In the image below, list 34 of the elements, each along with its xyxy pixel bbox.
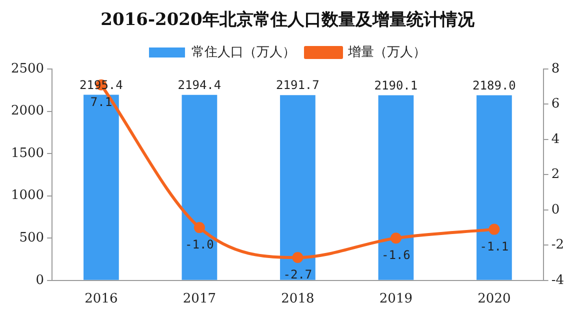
- chart-title: 2016-2020年北京常住人口数量及增量统计情况: [100, 9, 476, 31]
- point: [390, 232, 402, 244]
- x-tick-label: 2017: [182, 292, 216, 307]
- point: [292, 252, 304, 263]
- y-tick-label: 0: [36, 272, 44, 288]
- data-label: -1.0: [185, 238, 214, 252]
- y2-tick-label: 8: [551, 61, 560, 76]
- y-tick-label: 1500: [10, 146, 44, 161]
- y2-tick-label: -4: [551, 272, 564, 288]
- data-label: 2190.1: [374, 78, 418, 92]
- legend-label: 常住人口（万人）: [192, 44, 296, 60]
- y2-tick-label: 4: [551, 132, 560, 147]
- y-tick-label: 2000: [10, 104, 44, 119]
- data-label: 7.1: [90, 94, 112, 109]
- y2-tick-label: 0: [551, 202, 560, 218]
- data-label: -1.1: [480, 239, 509, 254]
- data-label: -1.6: [382, 248, 410, 262]
- y2-tick-label: 2: [551, 167, 560, 182]
- x-tick-label: 2018: [281, 292, 314, 307]
- x-tick-label: 2016: [84, 292, 118, 307]
- y2-tick-label: -2: [551, 238, 564, 253]
- y-tick-label: 2500: [10, 61, 44, 76]
- point: [194, 222, 205, 234]
- y-tick-label: 1000: [10, 188, 44, 204]
- y2-tick-label: 6: [551, 96, 560, 112]
- data-label: -2.7: [283, 268, 312, 282]
- point: [488, 224, 500, 235]
- x-tick-label: 2019: [379, 292, 413, 307]
- x-tick-label: 2020: [478, 292, 511, 307]
- data-label: 2191.7: [276, 78, 320, 92]
- y-tick-label: 500: [19, 230, 44, 246]
- data-label: 2189.0: [472, 78, 516, 92]
- legend-label: 增量（万人）: [347, 44, 426, 60]
- data-label: 2194.4: [178, 78, 222, 92]
